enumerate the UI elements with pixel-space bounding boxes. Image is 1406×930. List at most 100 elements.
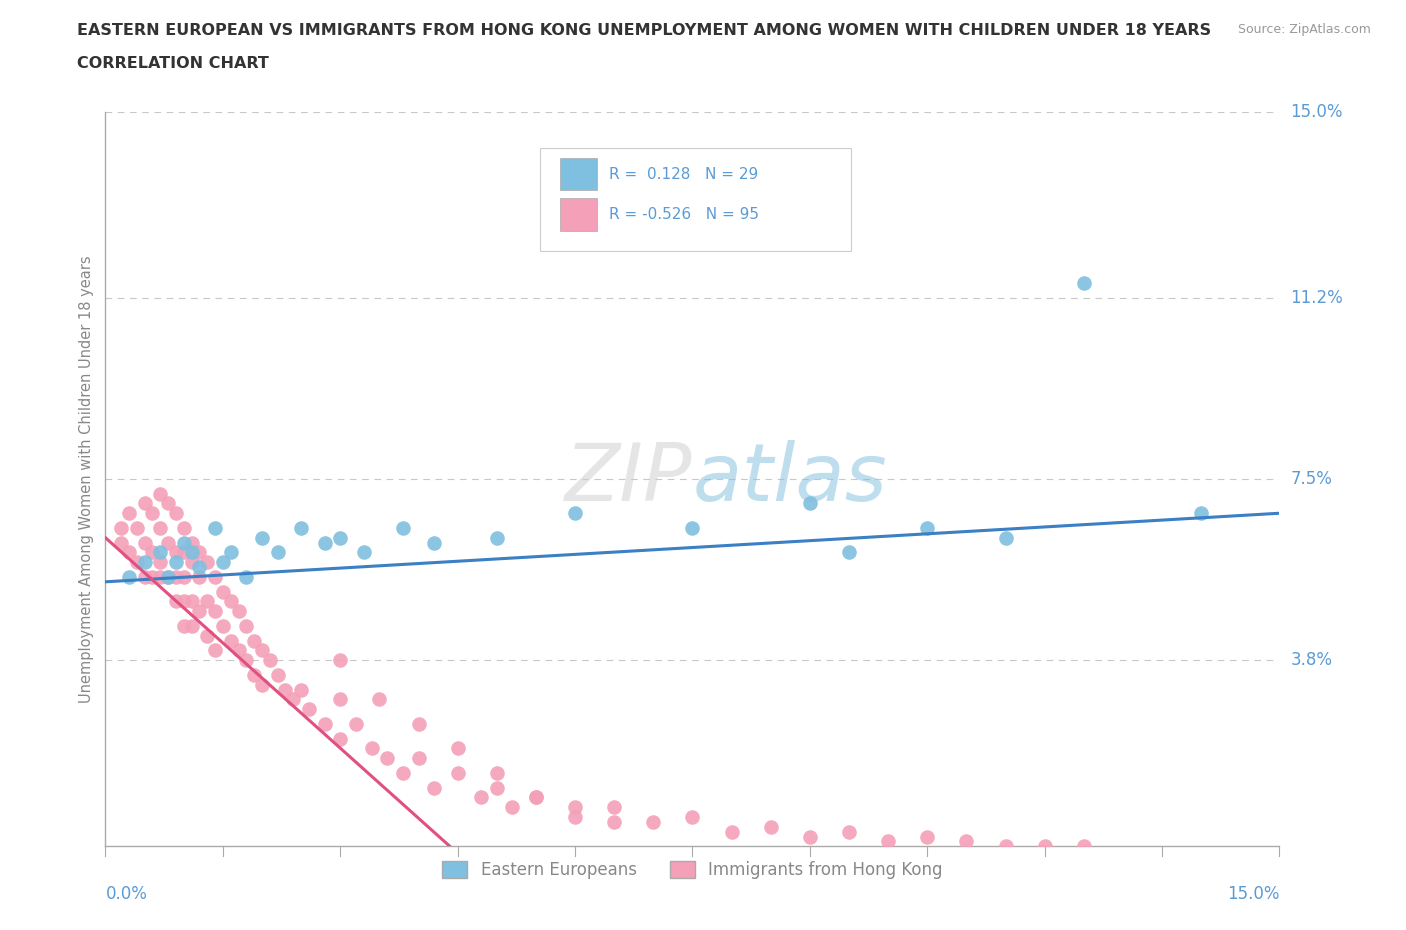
Point (235, 653, 257, 668)
Point (180, 555, 202, 570)
Point (180, 594, 202, 609)
Point (408, 751, 430, 765)
Point (235, 618, 257, 633)
Point (195, 594, 218, 609)
Point (173, 569, 195, 584)
Point (524, 790, 547, 804)
Point (250, 643, 273, 658)
Point (134, 496, 156, 511)
Point (329, 530, 352, 545)
FancyBboxPatch shape (540, 149, 851, 251)
Point (180, 545, 202, 560)
Point (180, 618, 202, 633)
Point (243, 668, 266, 683)
Point (157, 496, 180, 511)
Point (173, 545, 195, 560)
Point (173, 618, 195, 633)
Point (1033, 839, 1056, 854)
Point (392, 765, 415, 780)
Point (243, 633, 266, 648)
Point (149, 555, 172, 570)
Text: 0.0%: 0.0% (105, 885, 148, 903)
Point (149, 569, 172, 584)
Point (266, 668, 288, 683)
Point (353, 545, 375, 560)
FancyBboxPatch shape (560, 198, 598, 231)
Point (165, 506, 187, 521)
Point (290, 682, 312, 697)
Text: 15.0%: 15.0% (1227, 885, 1279, 903)
Point (1189, 506, 1212, 521)
Point (141, 569, 163, 584)
Point (290, 521, 312, 536)
Point (195, 629, 218, 644)
Text: atlas: atlas (693, 440, 887, 518)
Point (485, 780, 508, 795)
Point (173, 594, 195, 609)
Point (423, 780, 446, 795)
Point (228, 604, 250, 618)
Point (759, 819, 782, 834)
Point (188, 545, 211, 560)
Point (165, 545, 187, 560)
Point (118, 569, 141, 584)
Y-axis label: Unemployment Among Women with Children Under 18 years: Unemployment Among Women with Children U… (79, 255, 94, 703)
Text: EASTERN EUROPEAN VS IMMIGRANTS FROM HONG KONG UNEMPLOYMENT AMONG WOMEN WITH CHIL: EASTERN EUROPEAN VS IMMIGRANTS FROM HONG… (77, 23, 1212, 38)
Point (188, 560, 211, 575)
Point (259, 653, 281, 668)
Text: Source: ZipAtlas.com: Source: ZipAtlas.com (1237, 23, 1371, 36)
Point (283, 692, 305, 707)
Point (266, 545, 288, 560)
Point (917, 829, 939, 844)
Point (799, 496, 821, 511)
Point (447, 765, 470, 780)
Point (110, 535, 132, 550)
Point (423, 535, 446, 550)
Point (195, 555, 218, 570)
Point (408, 716, 430, 731)
Point (682, 521, 704, 536)
Point (274, 682, 297, 697)
Point (219, 594, 242, 609)
Point (149, 486, 172, 501)
Legend: Eastern Europeans, Immigrants from Hong Kong: Eastern Europeans, Immigrants from Hong … (436, 855, 949, 885)
Point (838, 824, 860, 839)
Point (219, 633, 242, 648)
Point (314, 535, 336, 550)
Point (134, 535, 156, 550)
Point (360, 741, 382, 756)
Point (204, 569, 226, 584)
Point (165, 594, 187, 609)
Point (485, 765, 508, 780)
Point (118, 545, 141, 560)
FancyBboxPatch shape (560, 158, 598, 191)
Point (125, 555, 148, 570)
Point (1073, 275, 1095, 290)
Point (564, 506, 586, 521)
Point (603, 815, 626, 830)
Point (329, 653, 352, 668)
Point (188, 604, 211, 618)
Point (877, 834, 900, 849)
Point (211, 618, 233, 633)
Point (173, 535, 195, 550)
Text: CORRELATION CHART: CORRELATION CHART (77, 56, 269, 71)
Point (157, 569, 180, 584)
Point (118, 506, 141, 521)
Point (682, 809, 704, 824)
Point (524, 790, 547, 804)
Point (141, 506, 163, 521)
Point (298, 702, 321, 717)
Point (134, 569, 156, 584)
Point (173, 521, 195, 536)
Point (228, 643, 250, 658)
Point (799, 829, 821, 844)
Point (204, 604, 226, 618)
Point (149, 521, 172, 536)
Point (643, 815, 665, 830)
Point (564, 800, 586, 815)
Point (204, 521, 226, 536)
Point (344, 716, 367, 731)
Point (165, 555, 187, 570)
Point (447, 741, 470, 756)
